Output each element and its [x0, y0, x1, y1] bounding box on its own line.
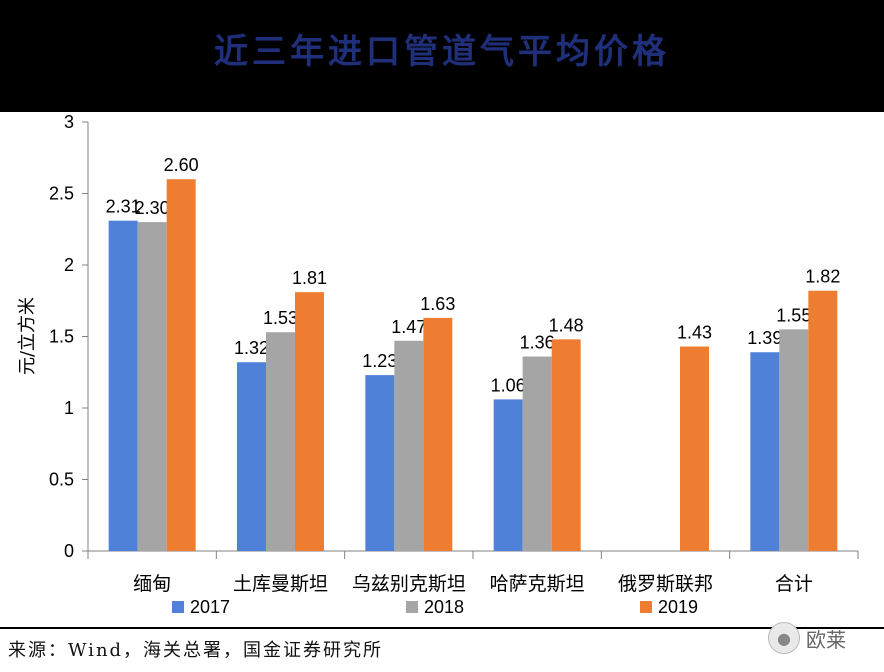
x-tick-label: 俄罗斯联邦 — [618, 573, 713, 595]
data-label: 1.36 — [520, 333, 555, 353]
legend-swatch-2017 — [172, 601, 184, 613]
bar-chart: 0 0.5 1 1.5 2 2.5 3 元/立方米 2.312.30 2.60 缅甸 1.32 1.53… — [17, 112, 859, 617]
data-label: 1.55 — [776, 305, 811, 325]
y-tick-label: 0.5 — [49, 470, 74, 490]
x-tick-label: 哈萨克斯坦 — [490, 573, 585, 595]
bar-2018 — [266, 332, 295, 551]
legend-label: 2017 — [190, 597, 230, 617]
bar-2017 — [365, 375, 395, 551]
bar-2019 — [166, 179, 196, 551]
data-label: 1.53 — [263, 308, 298, 328]
bar-2018 — [779, 329, 809, 551]
legend-swatch-2019 — [640, 601, 652, 613]
legend-swatch-2018 — [406, 601, 418, 613]
y-tick-label: 2.5 — [49, 184, 74, 204]
x-tick-label: 乌兹别克斯坦 — [352, 573, 466, 595]
bar-2019 — [680, 346, 709, 551]
bar-2018 — [522, 356, 552, 551]
bar-2019 — [551, 339, 581, 551]
bar-2019 — [423, 317, 453, 551]
data-label: 1.43 — [677, 323, 712, 343]
data-label: 1.63 — [420, 294, 455, 314]
data-label: 1.39 — [747, 328, 782, 348]
bar-2019 — [808, 290, 838, 551]
legend-label: 2018 — [424, 597, 464, 617]
bar-2019 — [295, 292, 324, 551]
chat-bubble-icon: ● — [768, 622, 800, 654]
bar-2017 — [750, 352, 780, 551]
bar-2017 — [108, 220, 138, 552]
data-label: 1.32 — [234, 338, 269, 358]
x-tick-label: 土库曼斯坦 — [233, 573, 328, 595]
data-label: 1.47 — [391, 317, 426, 337]
y-tick-label: 3 — [64, 112, 74, 132]
data-label: 2.31 — [106, 197, 141, 217]
data-label: 1.06 — [491, 375, 526, 395]
data-label: 1.48 — [549, 315, 584, 335]
bar-2017 — [493, 399, 523, 551]
legend-label: 2019 — [658, 597, 698, 617]
bar-2018 — [137, 222, 167, 551]
data-label: 1.82 — [805, 267, 840, 287]
data-label: 2.30 — [135, 198, 170, 218]
x-tick-label: 缅甸 — [133, 573, 171, 595]
x-tick-label: 合计 — [775, 573, 813, 595]
data-label: 1.81 — [292, 268, 327, 288]
chart-title: 近三年进口管道气平均价格 — [214, 32, 670, 72]
y-tick-label: 2 — [64, 255, 74, 275]
y-tick-label: 1.5 — [49, 327, 74, 347]
data-label: 1.23 — [362, 351, 397, 371]
watermark: ● 欧莱 — [768, 622, 846, 654]
title-bar — [0, 0, 884, 112]
data-label: 2.60 — [164, 155, 199, 175]
y-tick-label: 0 — [64, 541, 74, 561]
y-tick-label: 1 — [64, 398, 74, 418]
bar-2017 — [237, 362, 266, 551]
watermark-text: 欧莱 — [806, 627, 846, 652]
bar-2018 — [394, 340, 424, 551]
y-axis-label: 元/立方米 — [17, 297, 38, 375]
source-divider — [0, 627, 884, 629]
source-note: 来源：Wind，海关总署，国金证券研究所 — [8, 640, 384, 661]
